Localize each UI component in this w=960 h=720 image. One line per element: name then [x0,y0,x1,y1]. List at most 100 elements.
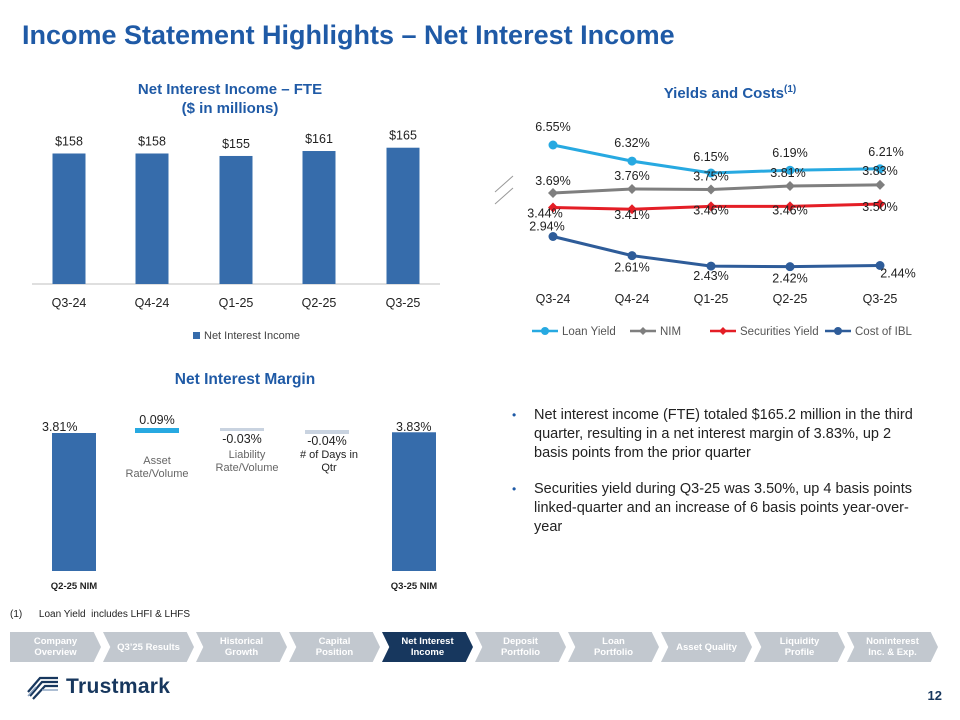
nav-tab-label: Liquidity Profile [779,636,820,658]
nim-step-bar [220,428,264,431]
nav-tab-label: Net Interest Income [401,636,454,658]
series-marker [548,188,558,198]
series-data-label: 6.55% [535,120,570,134]
series-data-label: 3.83% [862,164,897,178]
nim-step-bar [135,428,179,433]
nim-end-category-label: Q3-25 NIM [391,581,438,592]
nav-tab-net-interest-income[interactable]: Net Interest Income [382,632,473,662]
nav-tab-label: Noninterest Inc. & Exp. [866,636,919,658]
bullet-text: Net interest income (FTE) totaled $165.2… [534,407,913,461]
series-marker [706,168,716,178]
series-marker [548,232,558,241]
nii-chart-title-line2: ($ in millions) [181,100,279,117]
nav-tab-label: Company Overview [33,636,78,658]
series-data-label: 3.69% [535,174,570,188]
series-marker [548,140,558,150]
series-data-label: 6.21% [868,145,903,159]
page-title: Income Statement Highlights – Net Intere… [22,20,675,50]
yields-chart-title-text: Yields and Costs [663,85,785,102]
series-data-label: 3.81% [770,166,805,180]
nav-tab-capital-position[interactable]: Capital Position [289,632,380,662]
nii-bar [302,151,336,284]
nii-category-label: Q3-25 [386,296,421,310]
nav-tab-label: Q3’25 Results [117,641,180,653]
nim-step-category-line: Rate/Volume [126,468,189,480]
nii-bar-value-label: $158 [55,134,83,148]
trustmark-logo: Trustmark [26,674,170,700]
nii-bar-value-label: $161 [305,132,333,146]
nii-bar-value-label: $165 [389,129,417,143]
nim-step-category-line: Qtr [321,462,337,474]
nii-category-label: Q4-24 [135,296,170,310]
series-data-label: 3.76% [614,169,649,183]
series-marker [785,262,795,272]
nii-bar-value-label: $155 [222,137,250,151]
series-marker [785,201,795,212]
series-marker [548,202,558,213]
nav-tab-historical-growth[interactable]: Historical Growth [196,632,287,662]
legend-marker [541,327,549,335]
nim-step-value-label: 0.09% [139,413,174,427]
axis-break-mark [494,187,514,205]
nii-bar-value-label: $158 [138,134,166,148]
series-data-label: 6.32% [614,136,649,150]
legend-label: Securities Yield [740,326,819,338]
series-data-label: 3.41% [614,208,649,222]
nii-bar [135,153,169,284]
nii-bar [386,147,420,284]
nav-tab-deposit-portfolio[interactable]: Deposit Portfolio [475,632,566,662]
nav-tab-loan-portfolio[interactable]: Loan Portfolio [568,632,659,662]
series-marker [627,251,637,261]
series-line [552,183,881,195]
nav-tab-label: Deposit Portfolio [500,636,541,658]
nii-chart-title: Net Interest Income – FTE ($ in millions… [80,80,380,118]
nii-bar-chart: $158 Q3-24 $158 Q4-24 $155 Q1-25 $161 Q2-25 $165… [32,129,440,342]
nim-step-category-line: Liability [229,449,266,461]
nim-step-category-label: Liability Rate/Volume [216,449,279,474]
legend-label: Cost of IBL [855,326,912,338]
series-marker [627,156,637,166]
series-line [552,235,881,269]
series-data-label: 3.75% [693,170,728,184]
series-data-label: 2.94% [529,220,564,234]
trustmark-logo-icon [27,676,58,700]
series-data-label: 3.46% [772,203,807,217]
footnote: (1) Loan Yield includes LHFI & LHFS [10,609,191,620]
nii-legend-swatch [193,332,200,339]
series-data-label: 3.44% [527,207,562,221]
nim-step-value-label: -0.03% [222,432,262,446]
series-data-label: 2.42% [772,272,807,286]
series-marker [875,179,885,190]
bullet-marker: • [512,482,517,496]
yields-category-label: Q3-25 [863,292,898,306]
axis-break-mark [494,175,514,193]
yields-category-label: Q2-25 [773,292,808,306]
series-marker [785,165,795,175]
yields-category-label: Q1-25 [694,292,729,306]
series-data-label: 2.61% [614,261,649,275]
nim-start-category-label: Q2-25 NIM [51,581,98,592]
nii-legend-label: Net Interest Income [204,330,300,342]
nav-tab-label: Historical Growth [219,636,264,658]
nav-tab-q3-25-results[interactable]: Q3’25 Results [103,632,194,662]
nii-bar [52,153,86,284]
nim-step-bar [305,430,349,434]
nav-tab-asset-quality[interactable]: Asset Quality [661,632,752,662]
nav-tab-noninterest-inc-exp[interactable]: Noninterest Inc. & Exp. [847,632,938,662]
nii-bar [219,155,253,284]
legend-marker [834,327,842,335]
series-marker [785,181,795,192]
nav-tab-liquidity-profile[interactable]: Liquidity Profile [754,632,845,662]
nii-chart-title-line1: Net Interest Income – FTE [137,81,323,98]
series-data-label: 6.19% [772,146,807,160]
nim-chart-title: Net Interest Margin [174,371,316,388]
series-data-label: 2.43% [693,269,728,283]
series-marker [706,261,716,271]
nim-start-bar [52,433,96,571]
bullet-item: • Securities yield during Q3-25 was 3.50… [512,480,924,537]
nav-tab-company-overview[interactable]: Company Overview [10,632,101,662]
series-data-label: 6.15% [693,150,728,164]
series-marker [875,261,885,270]
nav-tab-label: Loan Portfolio [593,636,634,658]
